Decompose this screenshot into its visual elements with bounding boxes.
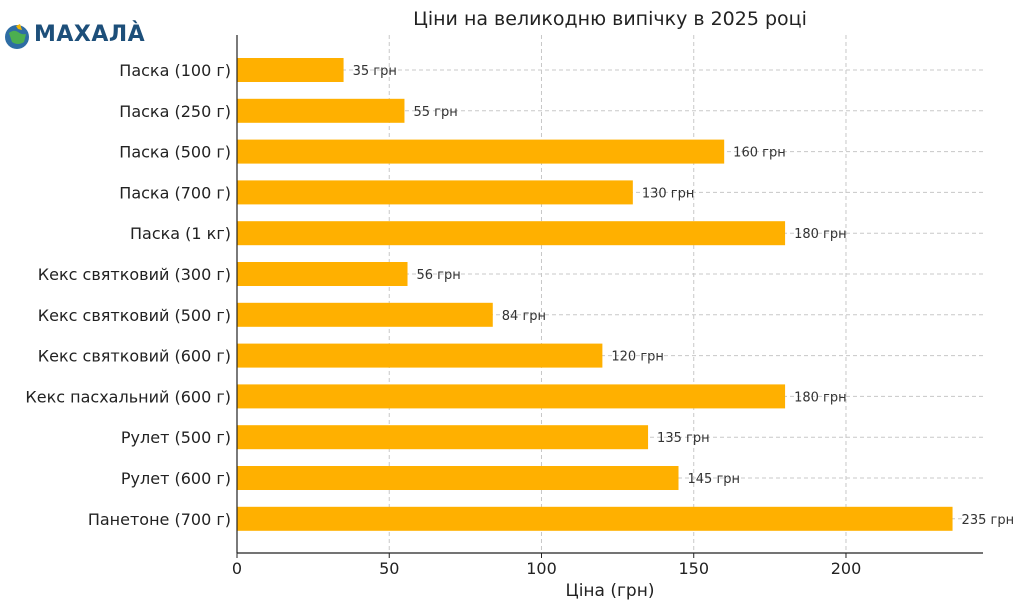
category-label: Паска (500 г)	[119, 143, 231, 162]
bar	[237, 384, 786, 409]
category-label: Кекс святковий (500 г)	[38, 306, 231, 325]
x-axis-label: Ціна (грн)	[566, 581, 655, 601]
bar	[237, 98, 405, 123]
value-label: 55 грн	[413, 105, 457, 120]
category-label: Рулет (600 г)	[121, 469, 231, 488]
x-tick-label: 150	[678, 559, 709, 578]
value-label: 84 грн	[502, 309, 546, 324]
chart-title: Ціни на великодню випічку в 2025 році	[413, 8, 807, 30]
bar	[237, 139, 725, 164]
x-tick-label: 100	[526, 559, 557, 578]
category-label: Панетоне (700 г)	[88, 510, 231, 529]
brand-logo: МАХАЛÀ	[0, 18, 152, 52]
x-tick-label: 50	[379, 559, 399, 578]
category-label: Паска (250 г)	[119, 102, 231, 121]
value-label: 135 грн	[657, 431, 710, 446]
category-label: Паска (100 г)	[119, 61, 231, 80]
category-label: Кекс пасхальний (600 г)	[25, 387, 231, 406]
value-label: 56 грн	[417, 268, 461, 283]
value-label: 35 грн	[353, 64, 397, 79]
bar	[237, 302, 493, 327]
logo-text: МАХАЛÀ	[34, 22, 146, 47]
value-label: 180 грн	[794, 227, 847, 242]
bar	[237, 425, 649, 450]
category-label: Кекс святковий (600 г)	[38, 347, 231, 366]
value-label: 120 грн	[611, 350, 664, 365]
bar	[237, 221, 786, 246]
globe-icon	[5, 24, 29, 49]
value-label: 235 грн	[962, 513, 1015, 528]
bar	[237, 343, 603, 368]
value-label: 160 грн	[733, 146, 786, 161]
value-label: 130 грн	[642, 186, 695, 201]
value-label: 180 грн	[794, 390, 847, 405]
category-label: Паска (1 кг)	[130, 224, 231, 243]
bar	[237, 58, 344, 82]
x-tick-label: 200	[831, 559, 862, 578]
bar	[237, 262, 408, 286]
x-tick-label: 0	[232, 559, 242, 578]
bar	[237, 466, 679, 490]
value-label: 145 грн	[688, 472, 741, 487]
category-label: Рулет (500 г)	[121, 428, 231, 447]
bar	[237, 180, 633, 205]
category-label: Паска (700 г)	[119, 183, 231, 202]
category-label: Кекс святковий (300 г)	[38, 265, 231, 284]
bar	[237, 506, 953, 531]
